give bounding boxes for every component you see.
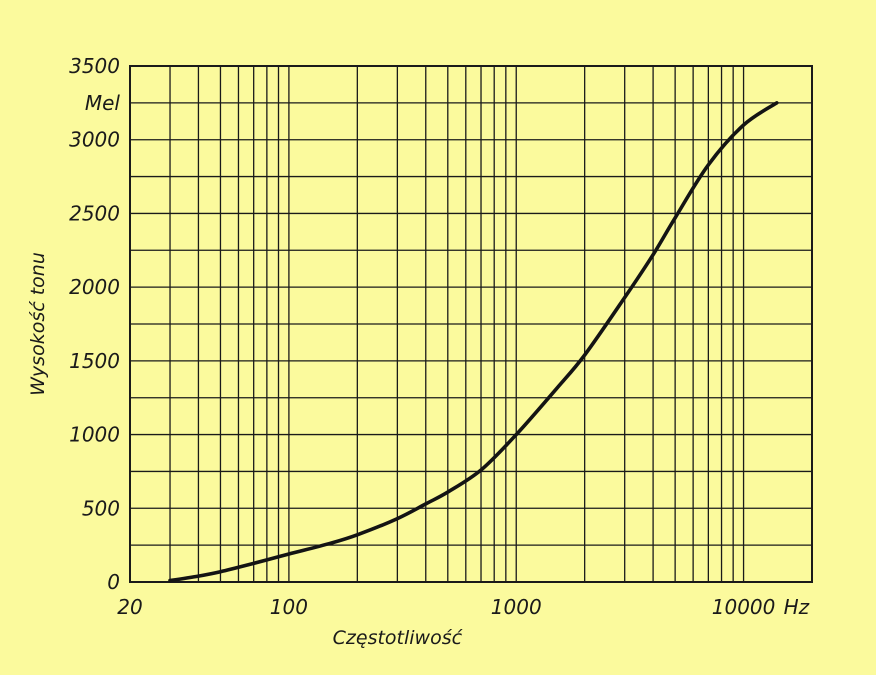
y-tick-label: 0 bbox=[107, 570, 120, 594]
y-tick-label: 2500 bbox=[69, 201, 120, 225]
y-unit-label: Mel bbox=[85, 91, 121, 115]
x-axis-title: Częstotliwość bbox=[333, 627, 464, 649]
series-line bbox=[168, 101, 779, 583]
y-tick-label: 1000 bbox=[69, 423, 120, 447]
x-tick-labels: 20 100 1000 10000 bbox=[117, 595, 775, 619]
x-tick-label: 1000 bbox=[491, 595, 542, 619]
x-tick-label: 10000 bbox=[712, 595, 776, 619]
y-tick-labels: 0 500 1000 1500 2000 2500 3000 3500 bbox=[69, 54, 120, 594]
plot-frame bbox=[129, 65, 813, 583]
y-tick-label: 3000 bbox=[69, 128, 120, 152]
y-tick-label: 500 bbox=[82, 496, 120, 520]
y-tick-label: 2000 bbox=[69, 275, 120, 299]
x-tick-label: 20 bbox=[117, 595, 142, 619]
y-axis-title: Wysokość tonu bbox=[27, 252, 49, 396]
y-tick-label: 3500 bbox=[69, 54, 120, 78]
x-tick-label: 100 bbox=[270, 595, 308, 619]
grid-lines bbox=[130, 66, 812, 582]
x-unit-label: Hz bbox=[784, 595, 810, 619]
y-tick-label: 1500 bbox=[69, 349, 120, 373]
